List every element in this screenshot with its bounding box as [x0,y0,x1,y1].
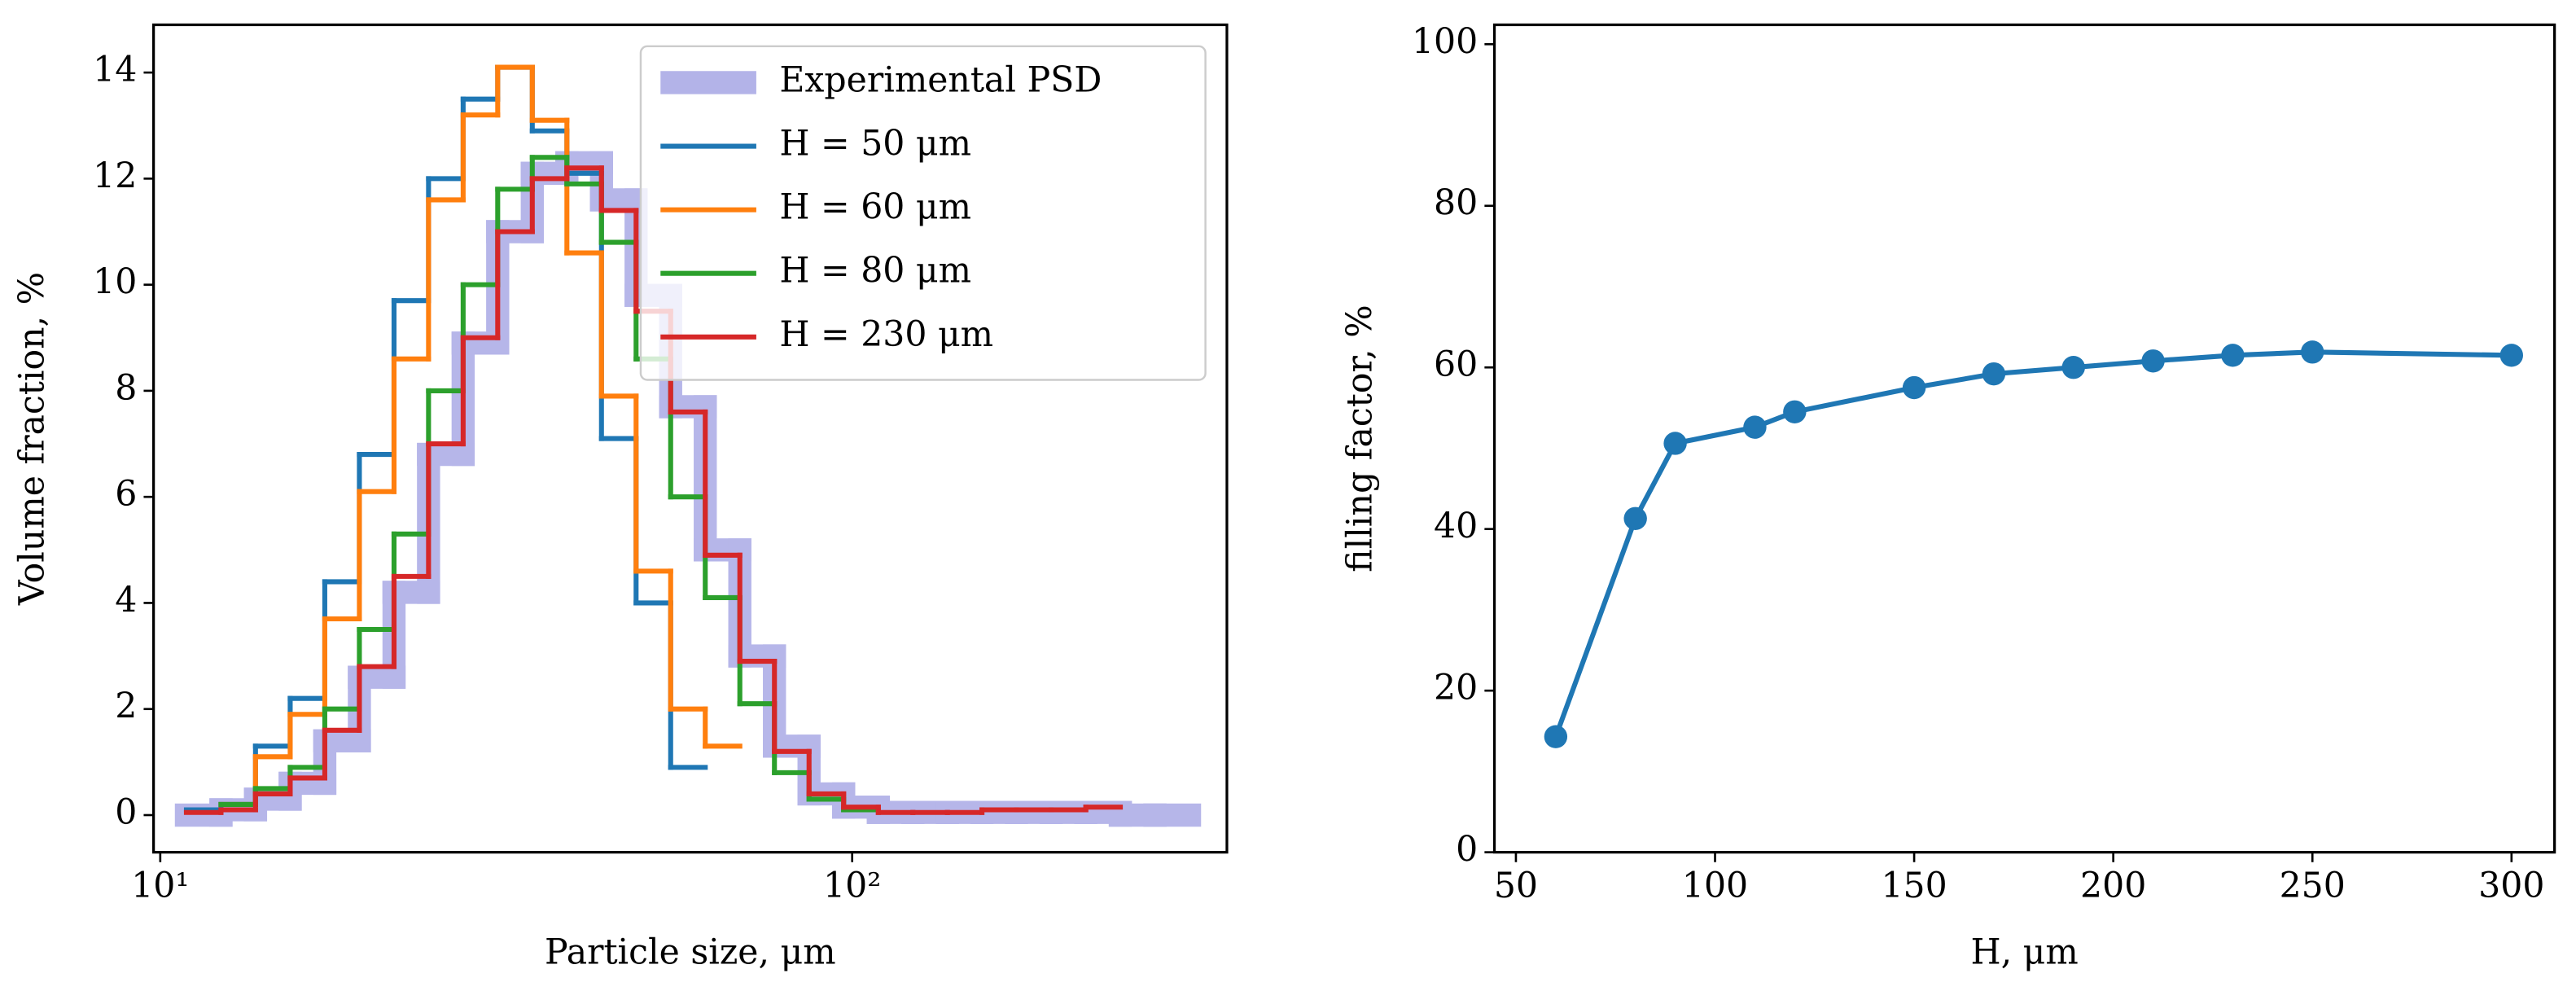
legend-label: H = 80 μm [779,251,971,292]
x-tick-label: 300 [2478,866,2544,906]
y-tick-label: 40 [1434,506,1478,547]
series [183,64,708,813]
data-point [1783,400,1807,423]
y-tick-label: 60 [1434,344,1478,385]
data-point [1544,725,1568,748]
data-point [1982,362,2006,386]
x-tick-label: 50 [1494,866,1538,906]
y-tick-label: 0 [1456,830,1478,870]
x-tick-label: 250 [2280,866,2346,906]
data-point [1743,415,1767,439]
plot: 0 20 40 60 80 100 50 100 150 200 250 300 H, μm fillin… [1339,21,2556,972]
legend-label: H = 60 μm [779,187,971,228]
x-axis-label: Particle size, μm [545,932,836,972]
plot-area [174,64,1202,827]
legend-frame [639,45,1207,381]
x-tick-label: 150 [1881,866,1947,906]
data-point [2499,344,2524,367]
data-point [2221,344,2245,367]
y-tick-label: 14 [93,50,137,90]
plot-area [1544,340,2524,748]
y-tick-label: 2 [115,686,137,727]
data-point [2301,340,2324,364]
y-tick-label: 8 [115,368,137,409]
legend: Experimental PSD H = 50 μm H = 60 μm H = 80… [639,45,1207,381]
legend-label: Experimental PSD [779,59,1102,100]
plot: 0 2 4 6 8 10 12 14 10¹ 10² Particle size, μm Volume… [12,23,1229,972]
y-tick-label: 10 [93,262,137,303]
legend-label: H = 230 μm [779,314,993,355]
y-axis-label: filling factor, % [1339,305,1380,572]
y-tick-label: 0 [115,792,137,833]
data-point [2141,349,2165,373]
data-point [1663,432,1687,455]
y-tick-label: 100 [1412,21,1478,62]
x-tick-label: 10² [823,866,881,906]
x-tick-label: 100 [1682,866,1748,906]
y-tick-label: 80 [1434,183,1478,224]
y-tick-label: 6 [115,474,137,515]
series [218,64,743,808]
y-tick-label: 12 [93,156,137,196]
x-axis-label: H, μm [1970,932,2078,972]
data-line [1553,349,2512,738]
axes-frame [1492,23,2556,854]
data-point [1623,506,1647,530]
axes-frame [152,23,1229,854]
x-tick-label: 200 [2080,866,2146,906]
y-tick-label: 4 [115,580,137,620]
legend-label: H = 50 μm [779,124,971,164]
y-axis-label: Volume fraction, % [12,272,53,606]
x-tick-label: 10¹ [131,866,189,906]
data-point [1902,375,1926,400]
y-tick-label: 20 [1434,668,1478,708]
data-point [2061,356,2085,379]
series [183,165,1124,815]
